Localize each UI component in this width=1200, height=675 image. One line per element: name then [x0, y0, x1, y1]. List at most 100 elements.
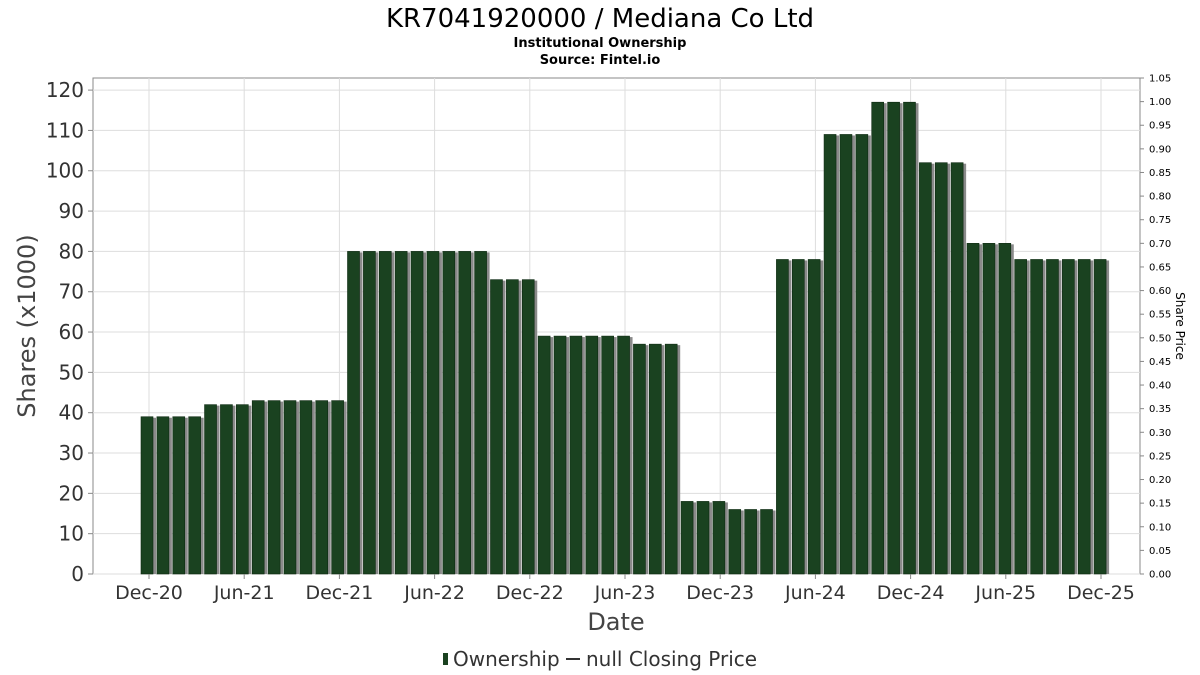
x-tick-label: Jun-23: [594, 582, 656, 604]
bar: [887, 101, 900, 575]
x-tick-label: Dec-22: [496, 582, 564, 604]
x-axis-ticks: Dec-20 Jun-21 Dec-21 Jun-22 Dec-22 Jun-23 Dec-…: [115, 574, 1135, 604]
y2-tick-label: 0.55: [1149, 310, 1171, 321]
bar: [744, 509, 757, 575]
y-tick-label: 40: [59, 401, 84, 425]
bar: [347, 251, 360, 575]
y2-tick-label: 0.90: [1149, 144, 1171, 155]
bar: [378, 251, 392, 575]
y2-tick-label: 0.40: [1149, 381, 1171, 392]
bar: [474, 251, 487, 575]
y-tick-label: 60: [59, 320, 84, 344]
x-tick-label: Dec-20: [115, 582, 183, 604]
y-tick-label: 70: [59, 280, 84, 304]
bar: [807, 259, 821, 575]
bar: [236, 404, 249, 575]
bar: [267, 400, 281, 575]
legend: Ownership null Closing Price: [443, 647, 757, 671]
bar: [1046, 259, 1059, 575]
x-axis-label: Date: [587, 608, 644, 636]
x-tick-label: Dec-23: [686, 582, 754, 604]
bar: [585, 335, 599, 575]
bar: [426, 251, 440, 575]
bar: [934, 162, 948, 575]
y2-tick-label: 0.80: [1149, 192, 1171, 203]
y-tick-label: 0: [71, 562, 84, 586]
chart-source: Source: Fintel.io: [540, 53, 661, 68]
bar: [712, 501, 726, 575]
bar: [633, 343, 646, 575]
bar: [140, 416, 154, 575]
y2-tick-label: 0.10: [1149, 522, 1171, 533]
x-tick-label: Jun-22: [403, 582, 465, 604]
bar: [537, 335, 551, 575]
bar: [299, 400, 313, 575]
bar: [696, 501, 710, 575]
y-tick-label: 90: [59, 199, 84, 223]
x-tick-label: Jun-24: [784, 582, 846, 604]
bar: [1014, 259, 1027, 575]
y-tick-label: 20: [59, 481, 84, 505]
y-tick-label: 50: [59, 360, 84, 384]
x-tick-label: Dec-21: [305, 582, 373, 604]
y2-tick-label: 0.30: [1149, 428, 1171, 439]
y2-tick-label: 0.25: [1149, 451, 1171, 462]
bar: [1093, 259, 1107, 575]
bar: [776, 259, 789, 575]
x-tick-label: Dec-25: [1067, 582, 1135, 604]
y-tick-label: 120: [46, 78, 84, 102]
y-axis-ticks: 0 10 20 30 40 50 60 70 80 90 100 110 120: [46, 78, 93, 586]
y2-tick-label: 0.15: [1149, 499, 1171, 510]
bar: [871, 101, 885, 575]
bar: [823, 134, 837, 575]
bar: [394, 251, 408, 575]
legend-price-label: null Closing Price: [586, 647, 757, 671]
bar: [569, 335, 583, 575]
y-tick-label: 110: [46, 118, 84, 142]
y2-tick-label: 1.00: [1149, 97, 1171, 108]
legend-ownership-swatch: [443, 653, 448, 665]
bars: [140, 101, 1110, 575]
bar: [839, 134, 853, 575]
bar: [315, 400, 329, 575]
y2-tick-label: 0.50: [1149, 333, 1171, 344]
bar: [188, 416, 201, 575]
bar: [982, 243, 996, 575]
bar: [855, 134, 869, 575]
bar: [490, 279, 503, 575]
bar: [791, 259, 805, 575]
x-tick-label: Jun-25: [974, 582, 1036, 604]
bar: [331, 400, 344, 575]
bar: [283, 400, 297, 575]
bar: [950, 162, 964, 575]
x-tick-label: Dec-24: [877, 582, 945, 604]
y2-tick-label: 0.05: [1149, 546, 1171, 557]
y-tick-label: 30: [59, 441, 84, 465]
bar: [251, 400, 265, 575]
y2-axis-label: Share Price: [1173, 292, 1187, 360]
bar: [760, 509, 773, 575]
y-axis-label: Shares (x1000): [13, 234, 41, 417]
bar: [458, 251, 472, 575]
bar: [601, 335, 614, 575]
bar: [521, 279, 535, 575]
chart-title: KR7041920000 / Mediana Co Ltd: [386, 4, 814, 34]
bar: [220, 404, 233, 575]
bar: [680, 501, 694, 575]
bar: [442, 251, 456, 575]
bar: [998, 243, 1012, 575]
y2-tick-label: 0.75: [1149, 215, 1171, 226]
bar: [1030, 259, 1043, 575]
y-tick-label: 100: [46, 159, 84, 183]
bar: [363, 251, 376, 575]
bar: [664, 343, 678, 575]
bar: [204, 404, 217, 575]
y-tick-label: 80: [59, 239, 84, 263]
bar: [553, 335, 567, 575]
y2-tick-label: 1.05: [1149, 74, 1171, 85]
bar: [172, 416, 186, 575]
y-tick-label: 10: [59, 522, 84, 546]
y2-tick-label: 0.60: [1149, 286, 1171, 297]
y2-tick-label: 0.85: [1149, 168, 1171, 179]
